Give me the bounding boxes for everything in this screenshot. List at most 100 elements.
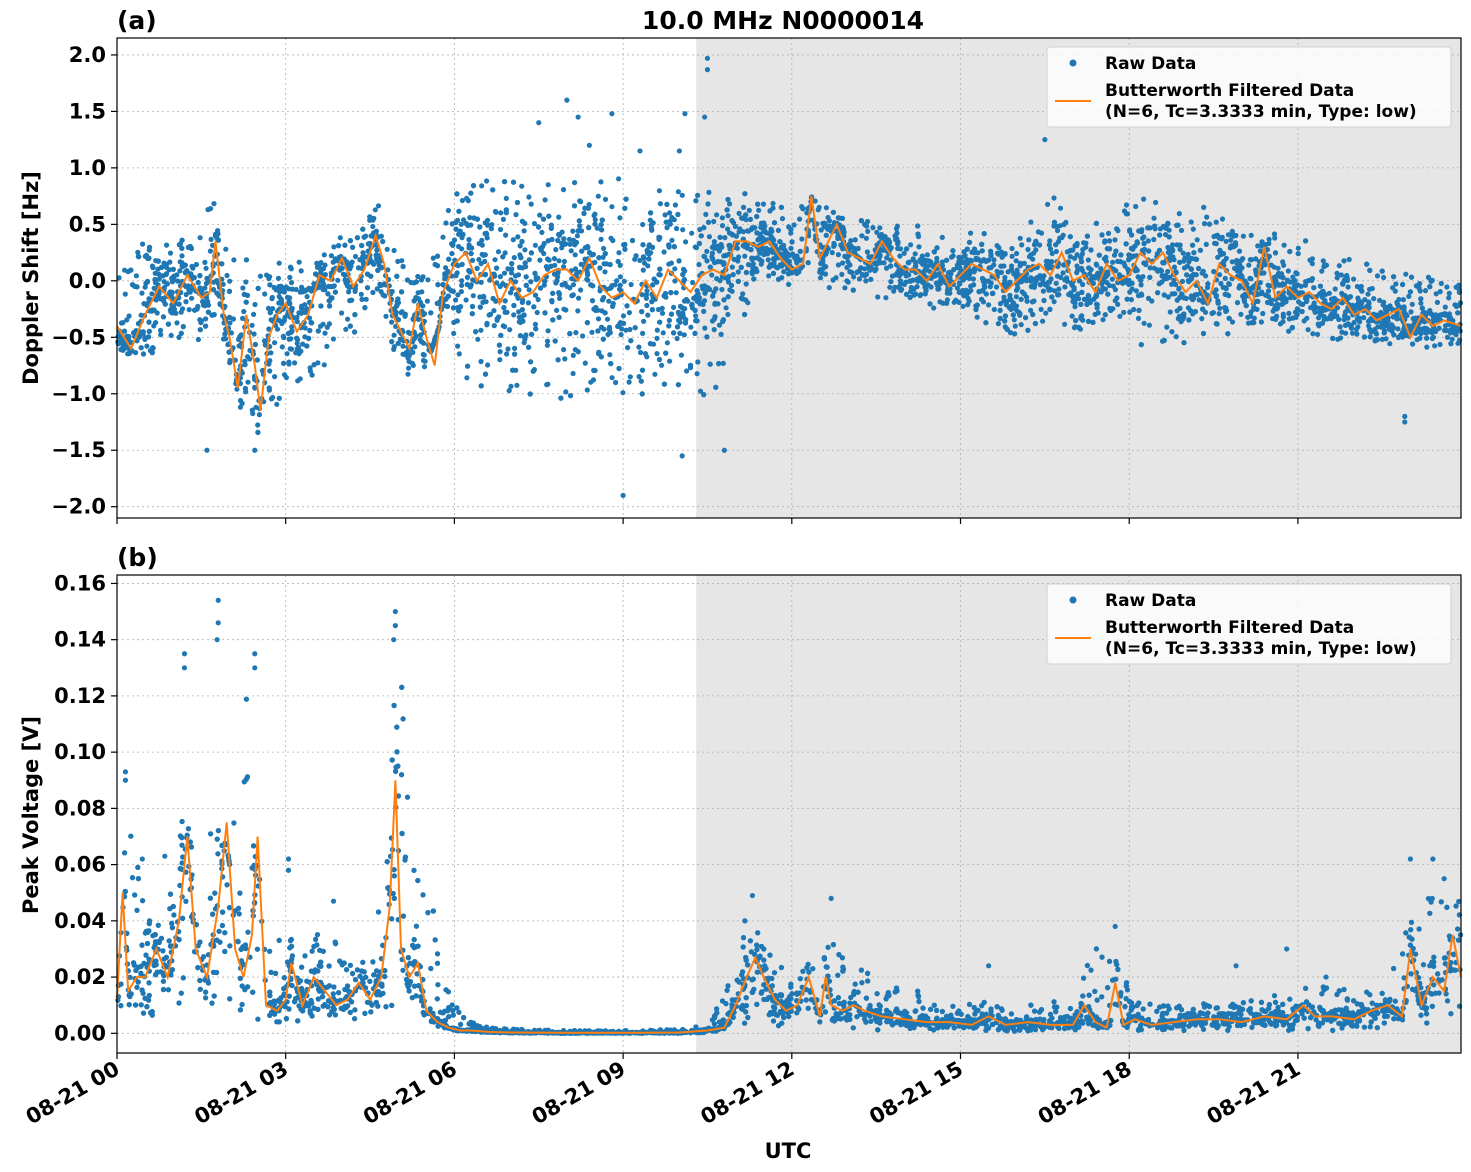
raw-data-point xyxy=(593,305,599,311)
raw-data-point xyxy=(1134,239,1140,245)
raw-data-point xyxy=(835,262,842,268)
raw-data-point xyxy=(928,259,934,265)
raw-data-point xyxy=(681,266,687,273)
raw-data-point xyxy=(711,239,718,245)
raw-data-point xyxy=(1113,268,1119,274)
raw-data-point xyxy=(582,245,589,251)
raw-data-point xyxy=(1009,253,1015,259)
raw-data-point xyxy=(459,278,465,284)
raw-data-point xyxy=(1387,341,1393,347)
raw-data-point xyxy=(227,320,233,326)
raw-data-point xyxy=(888,279,894,285)
raw-data-point xyxy=(349,259,355,265)
raw-data-point xyxy=(475,336,481,342)
raw-data-point xyxy=(584,387,590,393)
raw-data-point xyxy=(484,178,490,184)
raw-data-point xyxy=(183,283,189,289)
raw-data-point xyxy=(1189,255,1195,262)
raw-data-point xyxy=(1002,274,1008,281)
raw-data-point xyxy=(239,400,245,406)
raw-data-point xyxy=(779,216,786,222)
raw-data-point xyxy=(327,303,333,309)
raw-data-point xyxy=(1273,316,1279,322)
raw-data-point xyxy=(931,305,937,311)
raw-data-point xyxy=(1074,263,1080,269)
raw-data-point xyxy=(202,285,208,291)
raw-data-point xyxy=(1255,243,1261,249)
raw-data-point xyxy=(507,327,513,333)
raw-data-point xyxy=(641,318,647,324)
raw-data-point xyxy=(580,333,586,339)
raw-data-point xyxy=(318,303,324,309)
raw-data-point xyxy=(960,303,966,309)
raw-data-point xyxy=(561,236,567,242)
raw-data-point xyxy=(1241,298,1248,304)
raw-data-point xyxy=(1453,326,1459,332)
raw-data-point xyxy=(152,276,158,283)
raw-data-point xyxy=(552,271,558,277)
raw-data-point xyxy=(640,330,646,336)
raw-data-point xyxy=(740,296,746,302)
raw-data-point xyxy=(317,323,324,329)
raw-data-point xyxy=(576,295,582,301)
raw-data-point xyxy=(647,341,654,347)
raw-data-point xyxy=(733,233,740,239)
raw-data-point xyxy=(478,327,484,333)
raw-data-point xyxy=(971,269,977,275)
raw-data-point xyxy=(1040,288,1046,294)
raw-data-point xyxy=(328,253,334,259)
raw-data-point xyxy=(868,276,874,282)
raw-data-point xyxy=(1084,233,1090,239)
raw-data-point xyxy=(276,395,282,401)
raw-data-point xyxy=(1049,250,1055,257)
raw-data-point xyxy=(511,255,517,261)
raw-data-point xyxy=(742,253,748,259)
raw-data-point xyxy=(519,265,526,271)
raw-data-point xyxy=(197,273,203,279)
raw-data-point xyxy=(373,253,379,259)
raw-data-point xyxy=(1311,285,1317,291)
raw-data-point xyxy=(641,255,647,261)
raw-data-point xyxy=(598,222,604,228)
raw-data-point xyxy=(535,296,541,303)
raw-data-point xyxy=(1155,268,1161,274)
raw-data-point xyxy=(544,338,551,344)
raw-data-point xyxy=(673,290,679,296)
raw-data-point xyxy=(812,198,818,204)
raw-data-point xyxy=(854,269,860,275)
raw-data-point xyxy=(347,266,353,272)
raw-data-point xyxy=(1069,247,1075,253)
raw-data-point xyxy=(118,346,124,353)
raw-data-point xyxy=(365,241,371,247)
raw-data-point xyxy=(820,260,826,266)
raw-data-point xyxy=(1295,245,1301,251)
raw-data-point xyxy=(848,238,854,244)
raw-data-point xyxy=(1410,341,1416,347)
raw-data-point xyxy=(1074,270,1080,276)
raw-data-point xyxy=(1409,301,1415,307)
raw-data-point xyxy=(1406,293,1412,299)
raw-data-point xyxy=(1127,309,1133,315)
raw-data-point xyxy=(629,237,636,244)
raw-data-point xyxy=(577,198,583,204)
raw-data-point xyxy=(324,343,330,349)
raw-data-point xyxy=(466,245,472,251)
raw-data-point xyxy=(1092,275,1098,281)
raw-data-point xyxy=(1151,215,1157,221)
raw-data-point xyxy=(1135,293,1142,299)
raw-data-point xyxy=(526,344,532,350)
raw-data-point xyxy=(1013,294,1020,300)
raw-data-point xyxy=(511,312,517,318)
raw-data-point xyxy=(330,283,336,289)
raw-data-point xyxy=(556,214,562,220)
raw-data-point xyxy=(628,281,634,288)
raw-data-point xyxy=(1093,293,1100,299)
raw-data-point xyxy=(343,326,349,332)
raw-data-point xyxy=(445,207,451,214)
raw-data-point xyxy=(1002,318,1008,324)
raw-data-point xyxy=(767,208,773,214)
raw-data-point xyxy=(817,275,824,281)
raw-data-point xyxy=(358,291,364,297)
raw-data-point xyxy=(306,315,313,321)
raw-data-point xyxy=(1093,220,1099,226)
